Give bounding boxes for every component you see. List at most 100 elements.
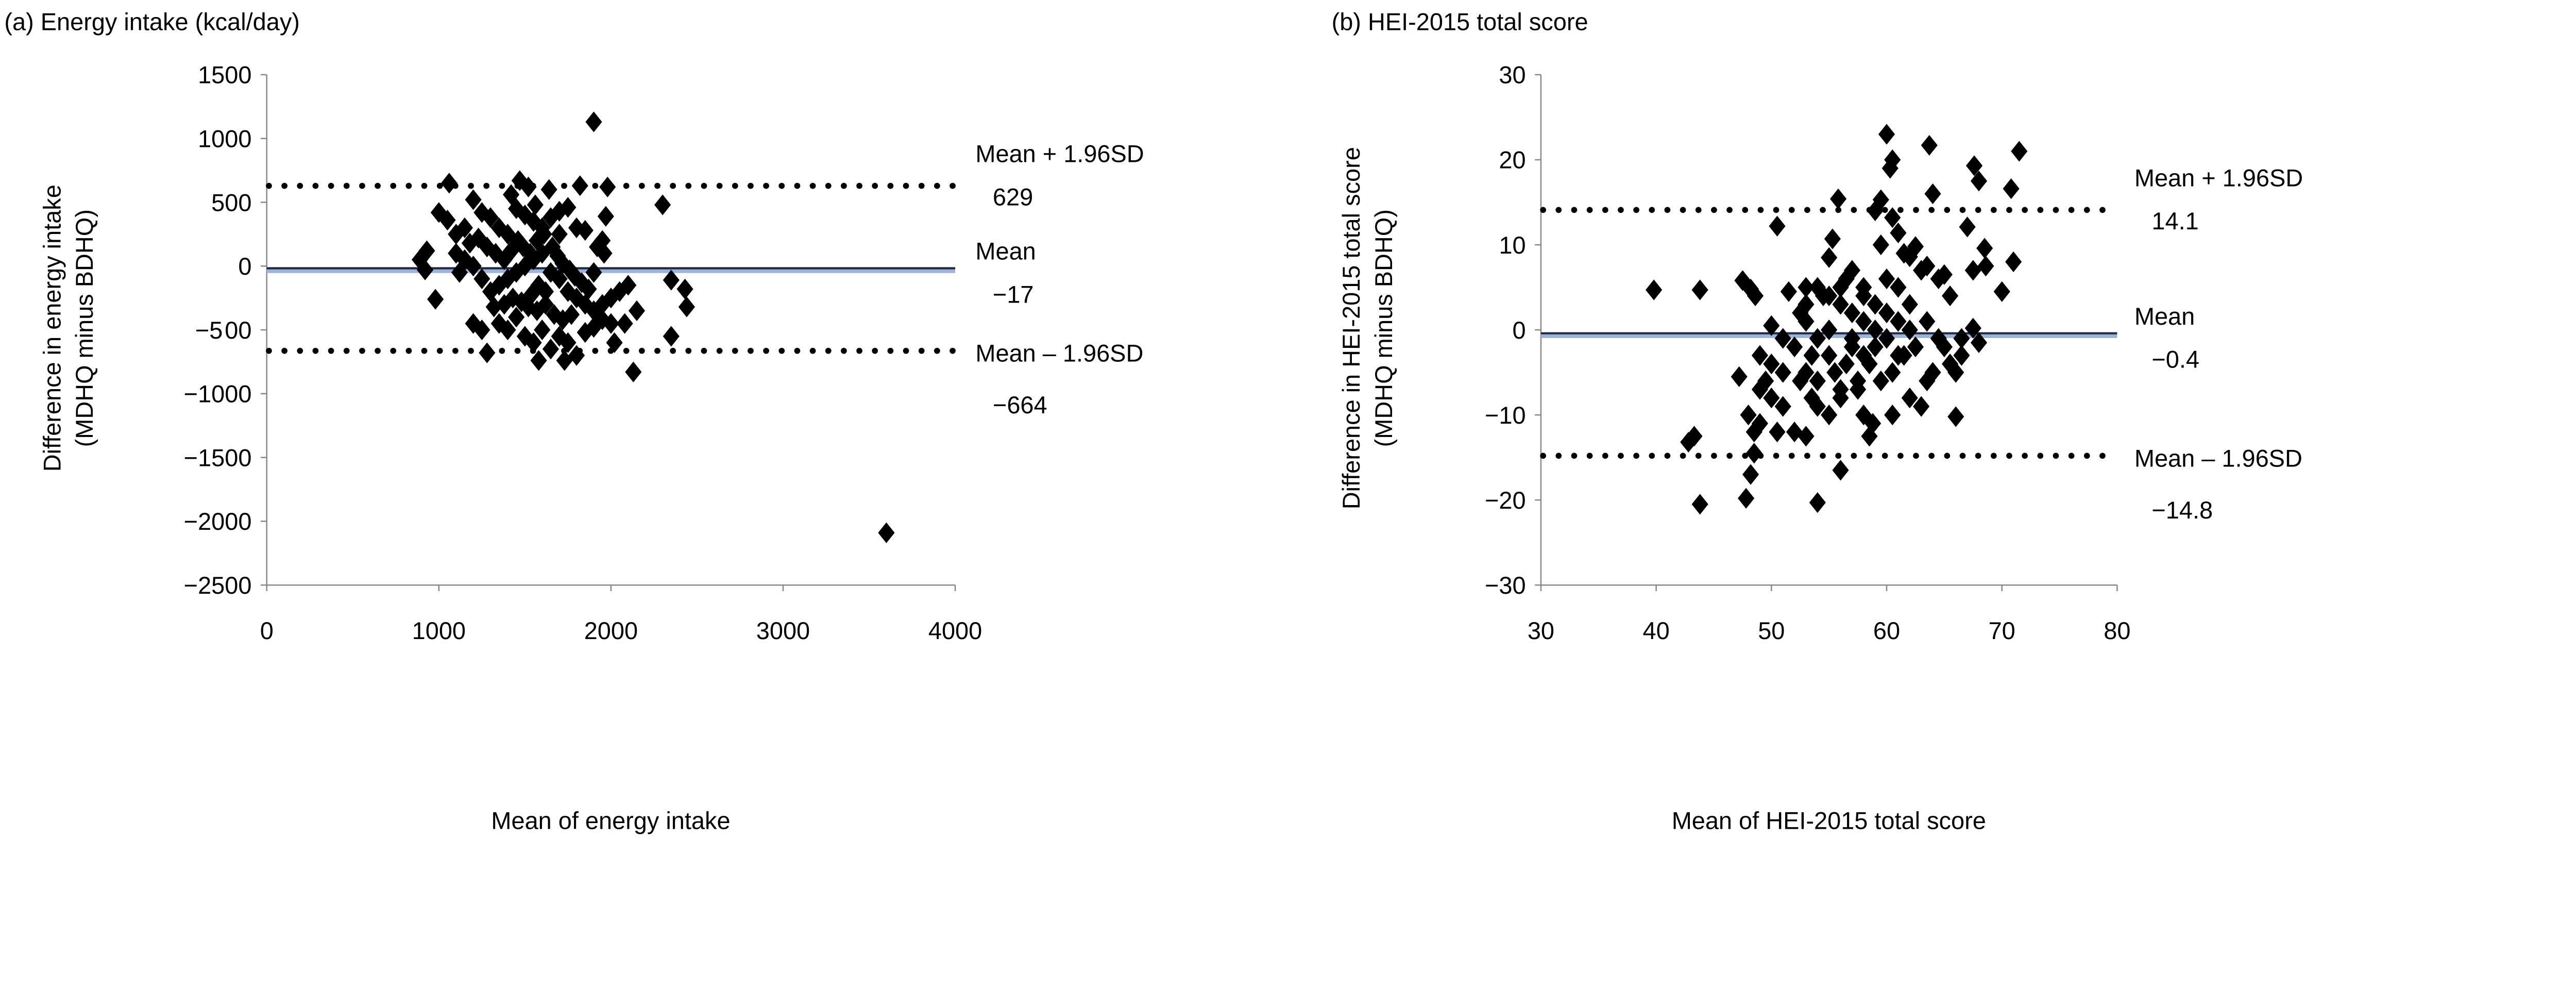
annotation-value: −17 bbox=[993, 281, 1034, 308]
y-axis-label-line1: Difference in energy intake bbox=[39, 185, 65, 472]
x-tick-label: 4000 bbox=[928, 617, 982, 644]
data-point bbox=[1745, 443, 1762, 464]
bland-altman-figure: (a) Energy intake (kcal/day) Mean of ene… bbox=[4, 9, 2303, 834]
data-point bbox=[1921, 135, 1938, 156]
y-tick-label: −2000 bbox=[184, 508, 252, 535]
annotation-value: −14.8 bbox=[2151, 497, 2213, 524]
data-point bbox=[511, 170, 528, 191]
data-point bbox=[418, 240, 435, 261]
data-point bbox=[465, 189, 482, 210]
x-tick-label: 3000 bbox=[756, 617, 810, 644]
data-point bbox=[551, 224, 568, 245]
data-point bbox=[482, 207, 499, 228]
y-axis-label-line2: (MDHQ minus BDHQ) bbox=[1370, 209, 1397, 447]
y-tick-label: −2500 bbox=[184, 572, 252, 599]
data-point bbox=[628, 300, 646, 322]
x-tick-label: 30 bbox=[1528, 617, 1554, 644]
data-point bbox=[1769, 215, 1786, 237]
data-point bbox=[1803, 345, 1820, 366]
data-point bbox=[520, 296, 537, 317]
data-point bbox=[1826, 362, 1843, 383]
data-point bbox=[1993, 281, 2010, 302]
data-point bbox=[1843, 328, 1860, 349]
data-point bbox=[577, 322, 594, 343]
data-point bbox=[529, 230, 546, 251]
data-point bbox=[606, 332, 623, 353]
data-point bbox=[1780, 281, 1797, 302]
data-point bbox=[479, 342, 496, 363]
data-point bbox=[1738, 488, 1755, 509]
data-point bbox=[1798, 277, 1815, 298]
y-tick-label: 0 bbox=[238, 253, 251, 280]
data-point bbox=[1884, 405, 1901, 426]
data-point bbox=[503, 240, 520, 261]
data-point bbox=[520, 176, 537, 197]
data-point bbox=[1865, 413, 1882, 434]
data-point bbox=[1901, 388, 1918, 409]
data-point bbox=[1821, 247, 1838, 268]
data-point bbox=[535, 224, 552, 245]
data-point bbox=[585, 111, 602, 132]
data-point bbox=[465, 256, 482, 277]
data-point bbox=[534, 319, 551, 341]
data-point bbox=[1824, 228, 1841, 249]
annotation-value: 14.1 bbox=[2151, 208, 2198, 234]
data-point bbox=[563, 304, 580, 325]
data-point bbox=[427, 289, 444, 310]
data-point bbox=[1734, 270, 1751, 291]
y-tick-label: 10 bbox=[1499, 232, 1526, 259]
panel-hei-2015: (b) HEI-2015 total score Mean of HEI-201… bbox=[1332, 9, 2303, 834]
data-point bbox=[654, 194, 671, 215]
data-point bbox=[878, 522, 895, 543]
data-point bbox=[537, 294, 554, 315]
data-point bbox=[542, 339, 560, 360]
data-point bbox=[620, 275, 637, 296]
data-point bbox=[1907, 236, 1924, 257]
y-tick-label: 500 bbox=[211, 189, 251, 216]
data-point bbox=[2011, 141, 2028, 162]
data-point bbox=[1742, 464, 1759, 485]
y-tick-label: 20 bbox=[1499, 147, 1526, 174]
x-tick-label: 1000 bbox=[412, 617, 466, 644]
data-point bbox=[1895, 345, 1912, 366]
data-point bbox=[1953, 328, 1970, 349]
data-point bbox=[1855, 345, 1872, 366]
data-point bbox=[2005, 251, 2022, 273]
data-point bbox=[1976, 238, 1993, 259]
data-point bbox=[1843, 302, 1860, 324]
data-point bbox=[540, 179, 557, 200]
data-point bbox=[473, 319, 490, 341]
annotation-label: Mean – 1.96SD bbox=[2134, 445, 2302, 472]
y-axis-label-line1: Difference in HEI-2015 total score bbox=[1338, 147, 1365, 509]
data-point bbox=[1798, 362, 1815, 383]
data-point bbox=[1867, 319, 1884, 341]
data-point bbox=[508, 307, 525, 328]
data-point bbox=[1872, 370, 1889, 392]
x-tick-label: 0 bbox=[260, 617, 274, 644]
annotation-label: Mean bbox=[975, 238, 1036, 265]
data-point bbox=[1964, 317, 1981, 339]
data-point bbox=[663, 326, 680, 347]
data-point bbox=[1878, 328, 1895, 349]
data-point bbox=[560, 197, 577, 218]
data-point bbox=[503, 184, 520, 205]
data-point bbox=[1924, 362, 1941, 383]
data-point bbox=[1803, 388, 1820, 409]
data-point bbox=[1832, 460, 1849, 481]
x-tick-label: 60 bbox=[1873, 617, 1900, 644]
data-point bbox=[571, 175, 588, 196]
data-point bbox=[1970, 171, 1988, 192]
data-point bbox=[1936, 264, 1953, 285]
data-point bbox=[1691, 279, 1708, 300]
y-tick-label: −10 bbox=[1485, 402, 1526, 429]
data-point bbox=[1646, 279, 1663, 300]
data-point bbox=[678, 296, 695, 317]
x-tick-label: 70 bbox=[1989, 617, 2015, 644]
annotation-label: Mean bbox=[2134, 303, 2195, 330]
data-point bbox=[597, 206, 614, 227]
y-tick-label: 1000 bbox=[198, 125, 251, 152]
data-point bbox=[1731, 366, 1748, 387]
data-point bbox=[456, 217, 473, 239]
data-point bbox=[1769, 422, 1786, 443]
data-point bbox=[1901, 294, 1918, 315]
